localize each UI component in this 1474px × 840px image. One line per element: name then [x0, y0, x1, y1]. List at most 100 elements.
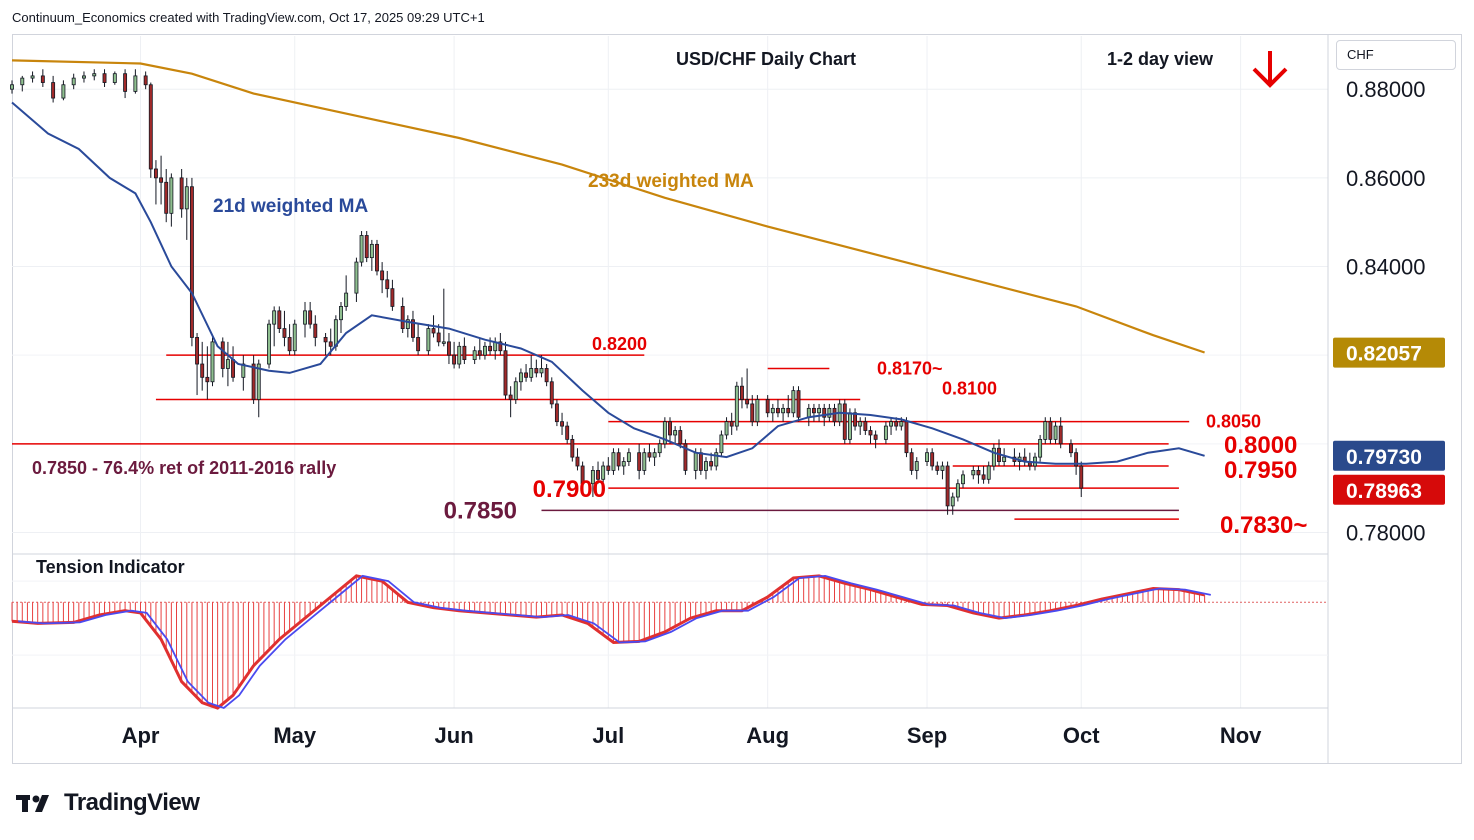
tension-indicator-label: Tension Indicator [36, 557, 185, 577]
candlestick-series [10, 69, 1084, 515]
candle-up [781, 407, 786, 414]
chart-labels: USD/CHF Daily Chart 1-2 day view 233d weig… [32, 49, 1307, 577]
candle-up [518, 372, 523, 383]
candle-down [143, 75, 148, 86]
tension-indicator-pane [11, 574, 1328, 710]
candle-up [724, 421, 729, 436]
candle-down [698, 452, 703, 471]
brand-name: TradingView [64, 789, 200, 816]
candle-up [914, 461, 919, 471]
candle-down [1069, 443, 1073, 454]
candle-up [344, 292, 349, 307]
candle-down [308, 310, 313, 325]
candle-up [133, 75, 138, 92]
candle-down [765, 399, 770, 414]
candle-up [20, 77, 25, 86]
time-tick-label: Oct [1063, 723, 1100, 748]
candle-down [842, 403, 847, 440]
time-tick-label: Jul [592, 723, 624, 748]
candle-up [986, 465, 991, 480]
candle-up [241, 363, 246, 378]
candle-down [488, 345, 493, 352]
candle-up [303, 310, 307, 325]
candle-up [770, 407, 775, 414]
candle-down [328, 341, 333, 347]
candle-up [92, 73, 97, 77]
down-arrow-icon [1252, 51, 1288, 88]
candle-down [637, 452, 642, 471]
tradingview-brand[interactable]: TradingView [16, 788, 200, 818]
chart-title: USD/CHF Daily Chart [676, 49, 856, 69]
down-arrow-head [1252, 67, 1288, 88]
candle-down [200, 363, 205, 378]
candle-down [1048, 421, 1053, 440]
candle-down [503, 350, 508, 396]
candle-down [452, 354, 457, 365]
candle-up [169, 177, 174, 214]
candle-up [734, 385, 739, 427]
ma-21d-line [11, 101, 1205, 465]
candle-down [873, 434, 878, 440]
candle-up [621, 461, 626, 467]
candle-up [405, 319, 410, 329]
candle-down [776, 407, 780, 414]
ma-21d-path [11, 101, 1205, 465]
candle-down [390, 288, 395, 307]
candle-down [102, 73, 107, 83]
candle-down [282, 328, 287, 338]
level-label: 0.7850 [444, 497, 517, 524]
time-tick-label: Aug [746, 723, 789, 748]
currency-selector[interactable]: CHF [1336, 40, 1456, 70]
candle-down [616, 452, 621, 467]
candle-up [971, 470, 976, 476]
candle-up [61, 84, 66, 99]
price-badge [1333, 337, 1445, 368]
price-badge-label: 0.82057 [1346, 343, 1422, 366]
candle-down [123, 73, 128, 92]
candle-up [267, 323, 271, 365]
candle-down [1074, 452, 1079, 467]
price-badge [1333, 474, 1445, 505]
candle-up [791, 390, 796, 414]
time-tick-label: Apr [122, 723, 160, 748]
tension-signal-line [11, 574, 1205, 710]
candle-down [853, 412, 858, 427]
candle-down [148, 84, 153, 170]
candle-down [380, 270, 385, 281]
candle-down [498, 341, 503, 352]
candle-down [385, 279, 390, 290]
candle-down [431, 328, 436, 334]
candle-up [426, 328, 431, 352]
candle-up [1053, 425, 1058, 440]
candle-down [909, 452, 914, 471]
candle-down [709, 461, 714, 467]
candle-up [657, 443, 662, 454]
attribution-text: Continuum_Economics created with Trading… [12, 10, 485, 25]
candle-down [51, 82, 56, 99]
candle-up [225, 359, 230, 369]
level-label: 0.7950 [1224, 457, 1297, 484]
candle-up [806, 407, 811, 418]
candle-up [1002, 456, 1007, 462]
candle-down [364, 235, 369, 259]
candle-up [847, 412, 852, 440]
price-badge-label: 0.78963 [1346, 480, 1422, 503]
candle-up [1043, 421, 1048, 440]
candle-down [40, 75, 45, 83]
candle-up [961, 474, 965, 485]
candle-down [411, 319, 415, 338]
candle-down [863, 421, 868, 431]
candle-down [375, 243, 379, 272]
level-label: 0.8050 [1206, 412, 1261, 432]
level-label: 0.7900 [533, 476, 606, 503]
candle-down [894, 421, 899, 427]
candle-up [272, 310, 277, 325]
candle-down [287, 337, 292, 352]
candle-up [256, 363, 261, 400]
candle-up [817, 407, 822, 414]
candle-down [159, 177, 164, 183]
candle-up [704, 461, 708, 471]
candle-down [544, 368, 549, 383]
level-label: 0.8100 [942, 378, 997, 398]
